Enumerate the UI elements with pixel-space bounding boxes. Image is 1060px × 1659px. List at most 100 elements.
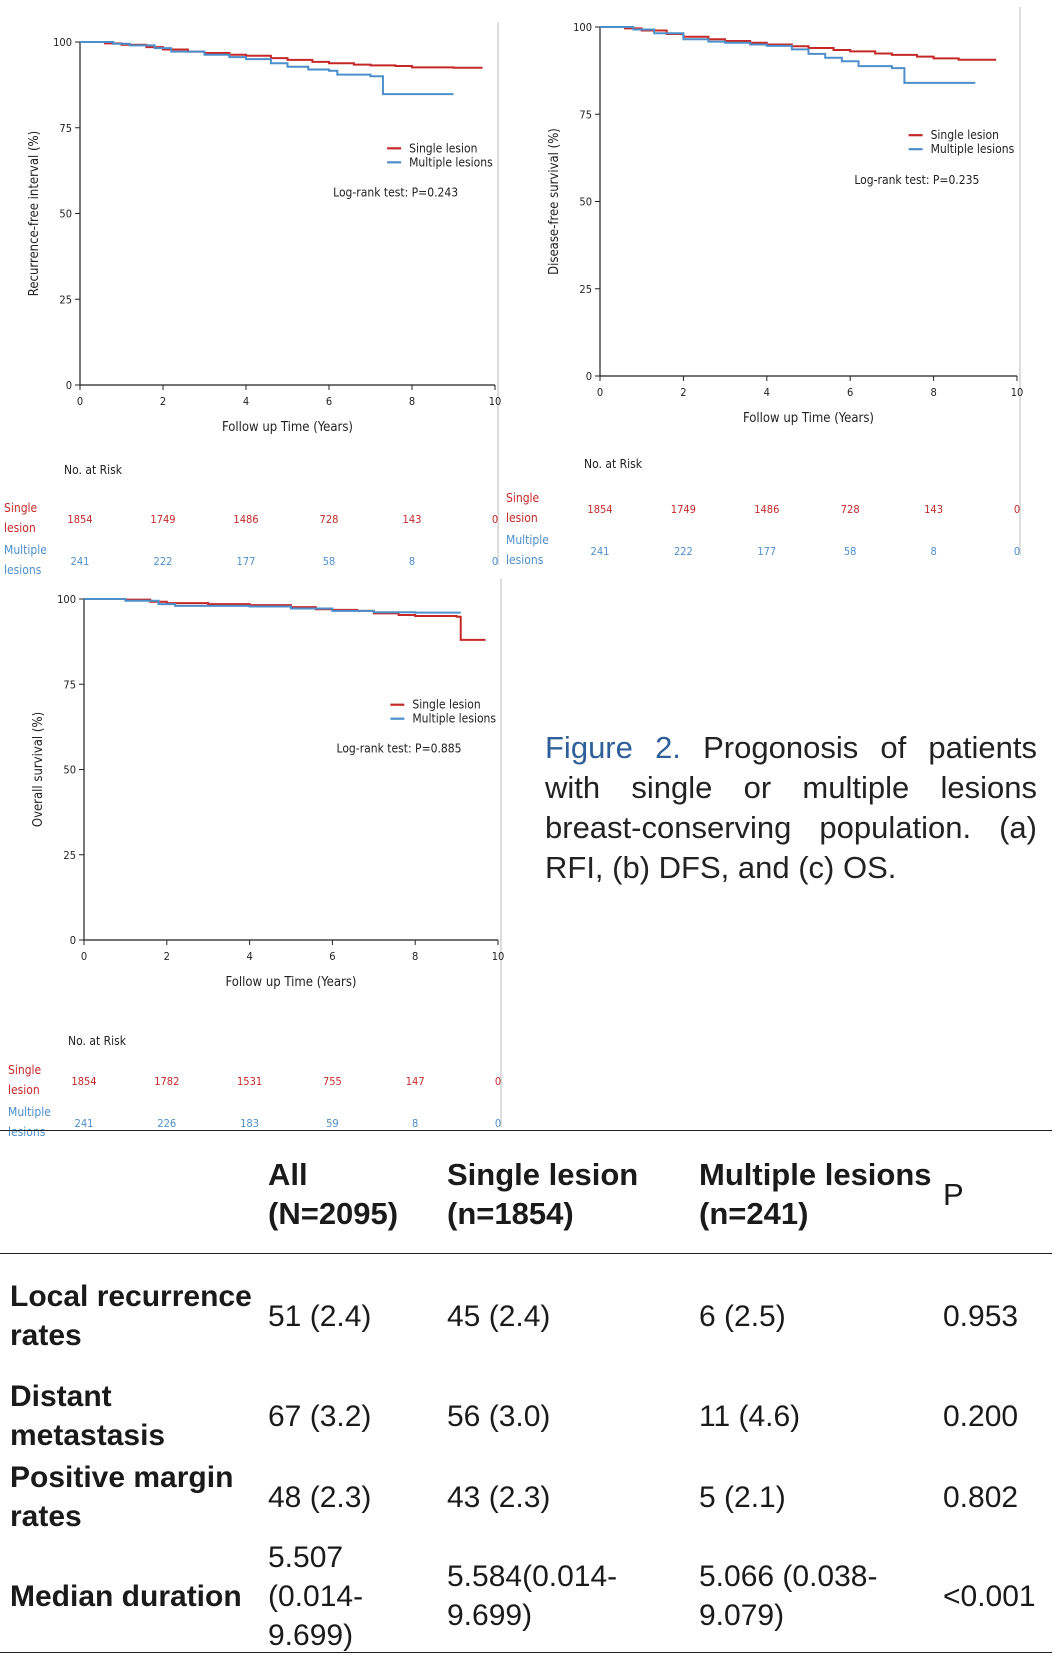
y-tick-label: 75: [63, 678, 76, 691]
y-axis-label: Recurrence-free interval (%): [27, 131, 42, 296]
figure-caption: Figure 2. Progonosis of patients with si…: [545, 728, 1037, 888]
table-header-rule: [0, 1253, 1052, 1254]
cell-p: <0.001: [943, 1580, 1036, 1613]
x-tick-label: 0: [77, 395, 83, 408]
y-tick-label: 50: [63, 764, 76, 777]
risk-count: 1782: [154, 1075, 179, 1088]
risk-row-label: Multiple: [4, 543, 47, 557]
legend-label: Single lesion: [931, 128, 999, 142]
x-tick-label: 10: [1011, 386, 1024, 399]
y-tick-label: 50: [59, 208, 72, 221]
risk-count: 0: [492, 513, 498, 526]
header-all: All (N=2095): [268, 1155, 398, 1233]
risk-count: 1854: [587, 503, 612, 516]
cell-p: 0.200: [943, 1400, 1019, 1433]
cell-line: 9.699): [268, 1619, 354, 1652]
header-multiple: Multiple lesions (n=241): [699, 1155, 932, 1233]
x-axis-label: Follow up Time (Years): [225, 975, 356, 990]
risk-count: 177: [757, 545, 776, 558]
risk-count: 0: [492, 555, 498, 568]
risk-count: 58: [844, 545, 857, 558]
y-tick-label: 75: [579, 108, 592, 121]
risk-count: 728: [841, 503, 860, 516]
row-label-line: Median duration: [10, 1580, 242, 1613]
y-tick-label: 25: [63, 849, 76, 862]
risk-count: 1749: [671, 503, 696, 516]
risk-count: 226: [157, 1117, 176, 1130]
x-tick-label: 4: [246, 950, 252, 963]
x-tick-label: 2: [160, 395, 166, 408]
risk-row-label: lesions: [506, 553, 544, 567]
y-tick-label: 75: [59, 122, 72, 135]
header-single-line2: (n=1854): [447, 1196, 574, 1231]
cell-all: 51 (2.4): [268, 1300, 372, 1333]
x-tick-label: 8: [409, 395, 415, 408]
y-tick-label: 25: [579, 283, 592, 296]
series-multiple-lesions-curve: [84, 598, 461, 614]
risk-count: 0: [495, 1075, 501, 1088]
header-p: P: [943, 1175, 964, 1214]
cell-all: 5.507 (0.014- 9.699): [268, 1538, 363, 1655]
x-axis-label: Follow up Time (Years): [222, 420, 353, 435]
legend-label: Single lesion: [412, 698, 480, 712]
risk-row-label: lesion: [8, 1083, 40, 1097]
x-tick-label: 2: [164, 950, 170, 963]
km-plot-os: 0 25 50 75 100 0 2 4 6 8 10 Overall survival (%) Fol…: [8, 579, 504, 1139]
y-tick-label: 50: [579, 196, 592, 209]
risk-count: 8: [930, 545, 936, 558]
table-top-rule: [0, 1130, 1052, 1131]
row-label-line: rates: [10, 1319, 82, 1352]
x-tick-label: 6: [326, 395, 332, 408]
risk-count: 241: [75, 1117, 94, 1130]
header-all-line2: (N=2095): [268, 1196, 399, 1231]
y-axis-label: Disease-free survival (%): [547, 128, 562, 275]
risk-count: 8: [412, 1117, 418, 1130]
legend-label: Multiple lesions: [412, 712, 496, 726]
logrank-annotation: Log-rank test: P=0.243: [333, 185, 458, 199]
risk-count: 241: [71, 555, 90, 568]
risk-count: 58: [323, 555, 336, 568]
x-tick-label: 6: [847, 386, 853, 399]
logrank-annotation: Log-rank test: P=0.885: [337, 741, 462, 755]
header-single-line1: Single lesion: [447, 1157, 639, 1192]
logrank-annotation: Log-rank test: P=0.235: [854, 173, 979, 187]
y-tick-label: 100: [573, 21, 592, 34]
risk-row-label: Single: [506, 491, 540, 505]
km-plot-rfi: 0 25 50 75 100 0 2 4 6 8 10 Recurrence-free interva…: [4, 22, 502, 577]
cell-single: 56 (3.0): [447, 1400, 551, 1433]
series-single-lesion-curve: [600, 26, 997, 61]
risk-row-label: lesion: [506, 511, 538, 525]
x-tick-label: 6: [329, 950, 335, 963]
legend-label: Multiple lesions: [409, 155, 493, 169]
cell-multiple: 6 (2.5): [699, 1300, 786, 1333]
row-label-line: metastasis: [10, 1419, 166, 1452]
risk-count: 8: [409, 555, 415, 568]
risk-count: 755: [323, 1075, 342, 1088]
row-label-line: Positive margin: [10, 1461, 234, 1494]
risk-count: 177: [237, 555, 256, 568]
legend-label: Multiple lesions: [931, 142, 1015, 156]
x-tick-label: 8: [412, 950, 418, 963]
legend-label: Single lesion: [409, 141, 477, 155]
cell-p: 0.953: [943, 1300, 1019, 1333]
header-all-line1: All: [268, 1157, 308, 1192]
risk-row-label: Single: [4, 501, 38, 515]
risk-count: 183: [240, 1117, 259, 1130]
risk-row-label: Single: [8, 1063, 42, 1077]
risk-count: 143: [924, 503, 943, 516]
cell-multiple: 5 (2.1): [699, 1481, 786, 1514]
x-tick-label: 8: [930, 386, 936, 399]
series-multiple-lesions-curve: [600, 26, 976, 84]
cell-single: 43 (2.3): [447, 1481, 551, 1514]
figure-label: Figure: [545, 730, 633, 765]
risk-row-label: lesions: [4, 563, 42, 577]
x-tick-label: 10: [489, 395, 502, 408]
risk-count: 1749: [150, 513, 175, 526]
risk-count: 0: [495, 1117, 501, 1130]
row-label-line: Distant: [10, 1380, 112, 1413]
row-label-line: Local recurrence: [10, 1280, 252, 1313]
header-multiple-line2: (n=241): [699, 1196, 809, 1231]
cell-all: 67 (3.2): [268, 1400, 372, 1433]
risk-table-heading: No. at Risk: [68, 1034, 127, 1048]
risk-count: 1486: [233, 513, 258, 526]
